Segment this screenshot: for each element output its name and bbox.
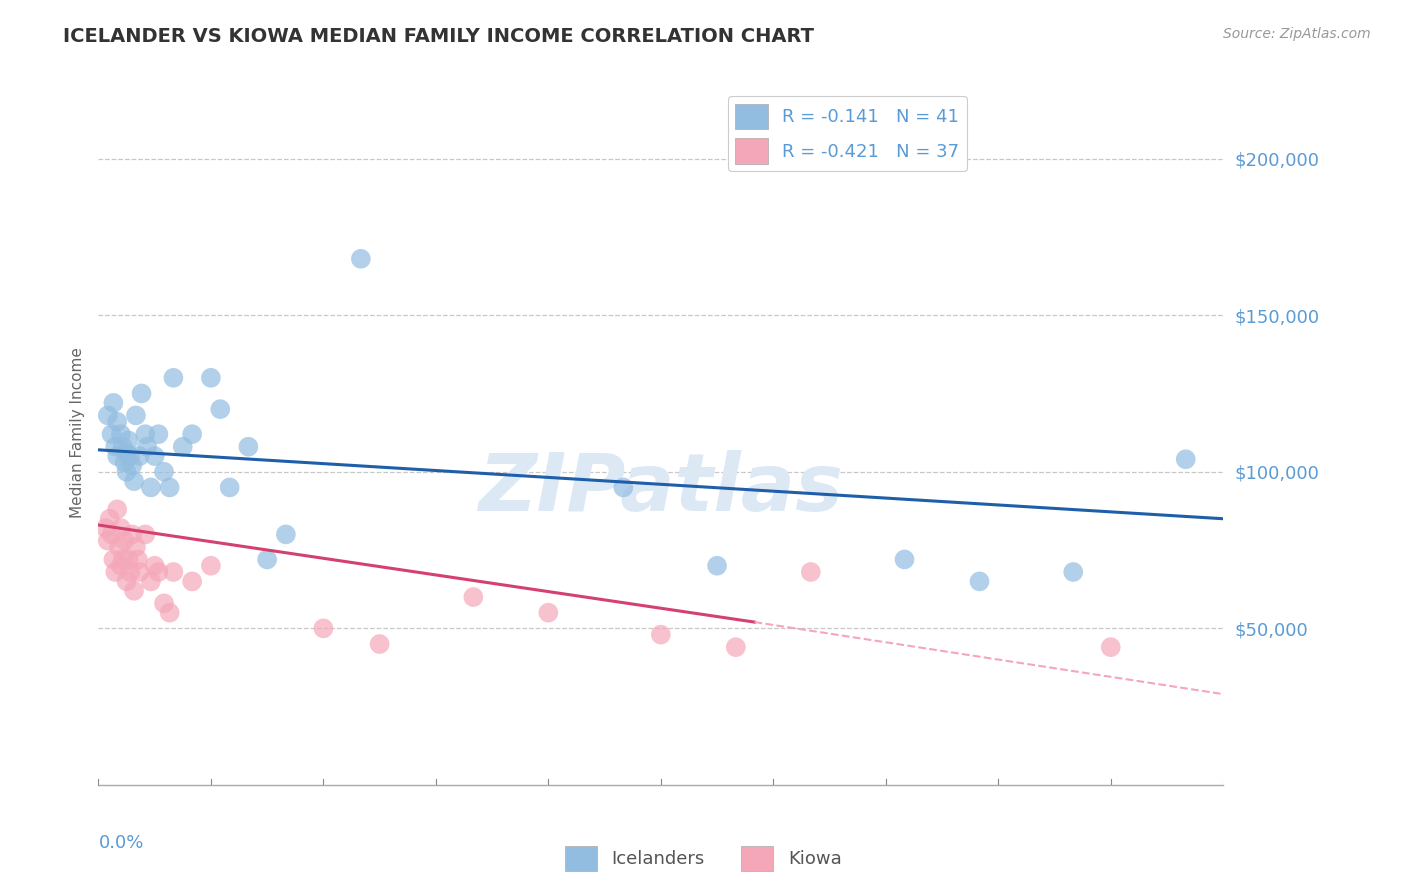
Point — [122, 474, 145, 488]
Point — [218, 480, 240, 494]
Point — [110, 558, 132, 573]
Point — [1062, 565, 1084, 579]
Point — [105, 449, 128, 463]
Point — [969, 574, 991, 589]
Point — [105, 415, 128, 429]
Point — [134, 527, 156, 541]
Point — [143, 558, 166, 573]
Point — [127, 552, 149, 566]
Point — [139, 480, 162, 494]
Point — [121, 458, 143, 473]
Text: Source: ZipAtlas.com: Source: ZipAtlas.com — [1223, 27, 1371, 41]
Point — [159, 480, 181, 494]
Point — [105, 502, 128, 516]
Point — [111, 552, 134, 566]
Point — [114, 533, 136, 548]
Point — [537, 606, 560, 620]
Point — [111, 440, 134, 454]
Point — [125, 540, 148, 554]
Point — [238, 440, 260, 454]
Text: 0.0%: 0.0% — [98, 834, 143, 852]
Point — [117, 434, 139, 448]
Point — [139, 574, 162, 589]
Point — [1099, 640, 1122, 655]
Point — [162, 371, 184, 385]
Text: ICELANDER VS KIOWA MEDIAN FAMILY INCOME CORRELATION CHART: ICELANDER VS KIOWA MEDIAN FAMILY INCOME … — [63, 27, 814, 45]
Point — [100, 527, 122, 541]
Point — [122, 583, 145, 598]
Point — [108, 540, 131, 554]
Point — [115, 465, 138, 479]
Point — [612, 480, 634, 494]
Point — [104, 440, 127, 454]
Point — [136, 440, 159, 454]
Legend: R = -0.141   N = 41, R = -0.421   N = 37: R = -0.141 N = 41, R = -0.421 N = 37 — [728, 96, 967, 171]
Point — [200, 371, 222, 385]
Point — [128, 449, 150, 463]
Point — [97, 533, 120, 548]
Point — [131, 386, 153, 401]
Point — [181, 427, 204, 442]
Point — [162, 565, 184, 579]
Point — [97, 409, 120, 423]
Point — [114, 455, 136, 469]
Point — [256, 552, 278, 566]
Point — [159, 606, 181, 620]
Point — [115, 574, 138, 589]
Point — [893, 552, 915, 566]
Point — [650, 627, 672, 641]
Text: ZIPatlas: ZIPatlas — [478, 450, 844, 528]
Point — [120, 565, 142, 579]
Point — [463, 590, 485, 604]
Point — [117, 552, 139, 566]
Point — [172, 440, 194, 454]
Legend: Icelanders, Kiowa: Icelanders, Kiowa — [557, 838, 849, 879]
Point — [98, 512, 121, 526]
Point — [1174, 452, 1197, 467]
Point — [312, 621, 335, 635]
Point — [368, 637, 391, 651]
Point — [104, 565, 127, 579]
Point — [134, 427, 156, 442]
Point — [103, 396, 125, 410]
Point — [110, 521, 132, 535]
Point — [153, 596, 176, 610]
Point — [153, 465, 176, 479]
Point — [350, 252, 373, 266]
Point — [120, 449, 142, 463]
Point — [128, 565, 150, 579]
Point — [103, 552, 125, 566]
Point — [121, 527, 143, 541]
Point — [148, 427, 170, 442]
Point — [800, 565, 823, 579]
Point — [125, 409, 148, 423]
Point — [148, 565, 170, 579]
Point — [110, 427, 132, 442]
Point — [724, 640, 747, 655]
Point — [100, 427, 122, 442]
Point — [274, 527, 297, 541]
Y-axis label: Median Family Income: Median Family Income — [69, 347, 84, 518]
Point — [181, 574, 204, 589]
Point — [200, 558, 222, 573]
Point — [143, 449, 166, 463]
Point — [209, 402, 232, 417]
Point — [115, 446, 138, 460]
Point — [94, 521, 117, 535]
Point — [706, 558, 728, 573]
